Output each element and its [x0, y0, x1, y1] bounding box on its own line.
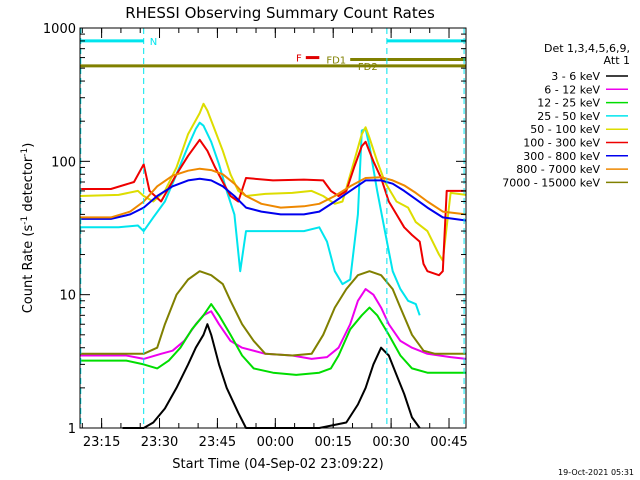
series-line — [80, 270, 466, 357]
legend-label: 6 - 12 keV — [544, 83, 600, 96]
legend-label: 12 - 25 keV — [537, 97, 600, 110]
x-tick-label: 23:15 — [83, 435, 120, 450]
y-tick-label: 10 — [59, 289, 76, 304]
chart-title: RHESSI Observing Summary Count Rates — [125, 4, 435, 22]
flag-label: F — [296, 54, 302, 65]
footer-timestamp: 19-Oct-2021 05:31 — [558, 468, 634, 477]
attenuator-lines — [80, 28, 465, 428]
legend-header-2: Att 1 — [604, 54, 630, 67]
series-line — [80, 177, 467, 222]
y-tick-label: 1 — [68, 422, 76, 437]
x-tick-label: 23:30 — [141, 435, 178, 450]
x-tick-label: 00:15 — [314, 435, 351, 450]
flag-bars: N F FD1 FD2 — [80, 37, 466, 73]
x-axis: 23:15 23:30 23:45 00:00 00:15 00:30 00:45 — [81, 28, 468, 450]
series-layer — [79, 102, 467, 429]
series-line — [79, 102, 467, 262]
legend-label: 25 - 50 keV — [537, 110, 600, 123]
legend-label: 800 - 7000 keV — [516, 163, 600, 176]
y-axis-label: Count Rate (s-1 detector-1) — [20, 143, 36, 314]
flag-label: FD1 — [326, 56, 346, 67]
series-line — [80, 303, 466, 376]
y-axis: 1 10 100 1000 — [43, 22, 466, 437]
series-line — [80, 167, 467, 219]
series-line — [80, 288, 467, 360]
x-tick-label: 00:00 — [257, 435, 294, 450]
legend-header-1: Det 1,3,4,5,6,9, — [544, 42, 630, 55]
x-axis-label: Start Time (04-Sep-02 23:09:22) — [172, 457, 383, 472]
series-line — [122, 323, 421, 429]
legend-label: 7000 - 15000 keV — [502, 176, 600, 189]
legend-label: 3 - 6 keV — [551, 70, 600, 83]
x-tick-label: 00:45 — [430, 435, 467, 450]
plot-frame — [79, 27, 467, 429]
y-tick-label: 100 — [51, 155, 76, 170]
legend-label: 300 - 800 keV — [523, 150, 600, 163]
legend-label: 100 - 300 keV — [523, 137, 600, 150]
flag-label: FD2 — [358, 62, 378, 73]
flag-label: N — [150, 37, 157, 48]
x-tick-label: 00:30 — [372, 435, 409, 450]
y-tick-label: 1000 — [43, 22, 76, 37]
x-tick-label: 23:45 — [199, 435, 236, 450]
legend-label: 50 - 100 keV — [530, 123, 600, 136]
series-line — [80, 121, 421, 316]
